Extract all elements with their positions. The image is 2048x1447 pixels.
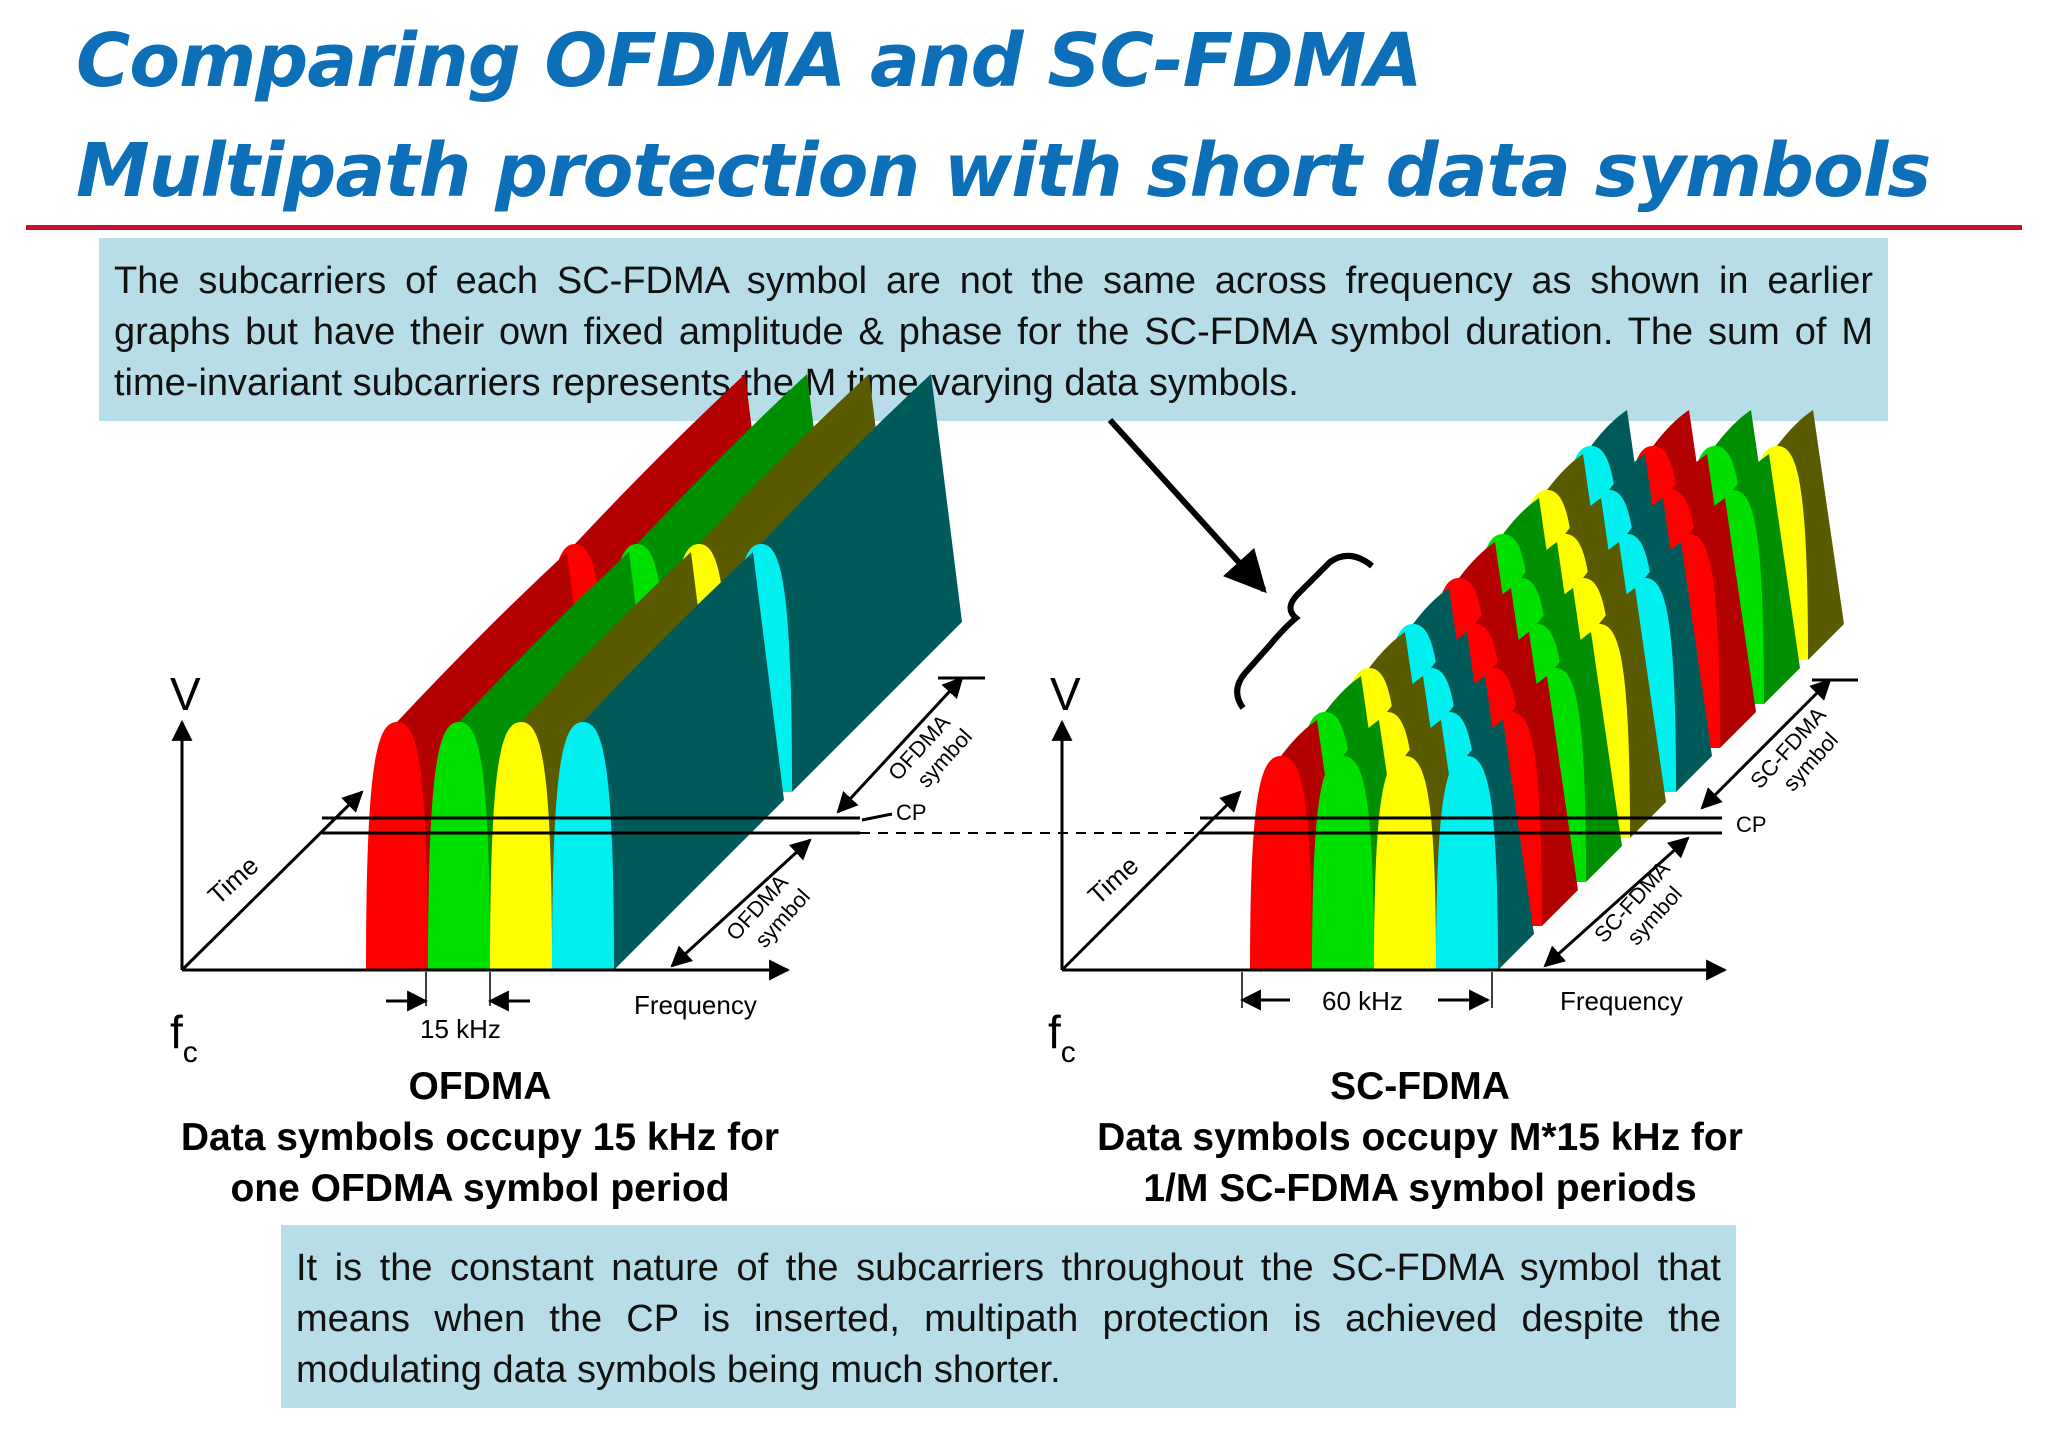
scfdma-subcarrier-1-0-1-face bbox=[1312, 756, 1374, 970]
curly-brace bbox=[1234, 553, 1374, 710]
ofdma-subcarriers bbox=[366, 374, 962, 970]
top-explanation-box: The subcarriers of each SC-FDMA symbol a… bbox=[99, 238, 1888, 421]
scfdma-symbol-arrow-upper bbox=[1700, 678, 1832, 810]
scfdma-subcarrier-1-0-2-face bbox=[1374, 756, 1436, 970]
bottom-explanation-box: It is the constant nature of the subcarr… bbox=[281, 1225, 1736, 1408]
scfdma-v-label: V bbox=[1050, 668, 1081, 720]
scfdma-subcarrier-1-0-3-face bbox=[1436, 756, 1498, 970]
ofdma-subcarrier-1-1-face bbox=[428, 722, 490, 970]
ofdma-spacing-label: 15 kHz bbox=[420, 1014, 501, 1044]
ofdma-caption: OFDMA Data symbols occupy 15 kHz for one… bbox=[130, 1061, 830, 1214]
ofdma-subcarrier-1-3-side bbox=[583, 552, 784, 970]
ofdma-time-axis bbox=[180, 790, 364, 972]
scfdma-frequency-label: Frequency bbox=[1560, 986, 1683, 1016]
ofdma-caption-line-3: one OFDMA symbol period bbox=[230, 1167, 730, 1210]
scfdma-time-label: Time bbox=[1082, 850, 1144, 910]
ofdma-frequency-label: Frequency bbox=[634, 990, 757, 1020]
scfdma-caption-line-2: Data symbols occupy M*15 kHz for bbox=[1097, 1116, 1743, 1159]
ofdma-diagram: V Time Frequency fc 15 kHz CP OFDMA symb… bbox=[170, 374, 985, 1069]
scfdma-subcarrier-1-0-0-face bbox=[1250, 756, 1312, 970]
scfdma-caption: SC-FDMA Data symbols occupy M*15 kHz for… bbox=[1045, 1061, 1795, 1214]
ofdma-time-label: Time bbox=[202, 850, 264, 910]
scfdma-subcarriers bbox=[1250, 410, 1844, 970]
ofdma-lower-symbol-label: OFDMA symbol bbox=[721, 869, 815, 952]
ofdma-v-label: V bbox=[170, 668, 201, 720]
scfdma-fc-label: fc bbox=[1048, 1006, 1076, 1069]
note-pointer-arrow bbox=[1107, 417, 1267, 594]
ofdma-subcarrier-1-2-face bbox=[490, 722, 552, 970]
scfdma-caption-title: SC-FDMA bbox=[1330, 1065, 1510, 1108]
ofdma-cp-label: CP bbox=[896, 800, 927, 825]
scfdma-lower-symbol-label: SC-FDMA symbol bbox=[1589, 856, 1687, 950]
scfdma-caption-line-3: 1/M SC-FDMA symbol periods bbox=[1143, 1167, 1697, 1210]
scfdma-cp-label: CP bbox=[1736, 812, 1767, 837]
ofdma-subcarrier-0-3-side bbox=[761, 374, 962, 792]
ofdma-cp-pointer bbox=[861, 812, 893, 822]
ofdma-symbol-arrow-upper bbox=[836, 676, 964, 814]
scfdma-symbol-arrow-lower bbox=[1543, 836, 1690, 968]
ofdma-caption-title: OFDMA bbox=[408, 1065, 552, 1108]
ofdma-caption-line-2: Data symbols occupy 15 kHz for bbox=[180, 1116, 780, 1159]
slide-title-line-1: Comparing OFDMA and SC-FDMA bbox=[76, 18, 1423, 104]
scfdma-upper-symbol-label: SC-FDMA symbol bbox=[1745, 702, 1843, 796]
ofdma-upper-symbol-label: OFDMA symbol bbox=[883, 709, 977, 792]
ofdma-axes bbox=[171, 676, 985, 1012]
slide-title-line-2: Multipath protection with short data sym… bbox=[76, 128, 1931, 214]
ofdma-symbol-arrow-lower bbox=[670, 838, 812, 968]
scfdma-diagram: V Time Frequency fc 60 kHz CP SC-FDMA sy… bbox=[1048, 410, 1858, 1069]
scfdma-fc-subscript: c bbox=[1061, 1036, 1076, 1069]
ofdma-subcarrier-1-0-face bbox=[366, 722, 428, 970]
ofdma-subcarrier-1-3-face bbox=[552, 722, 614, 970]
scfdma-time-axis bbox=[1060, 790, 1242, 972]
scfdma-axes bbox=[1051, 678, 1858, 1011]
scfdma-spacing-label: 60 kHz bbox=[1322, 986, 1403, 1016]
ofdma-fc-subscript: c bbox=[183, 1036, 198, 1069]
ofdma-fc-label: fc bbox=[170, 1006, 198, 1069]
title-divider bbox=[26, 225, 2022, 230]
